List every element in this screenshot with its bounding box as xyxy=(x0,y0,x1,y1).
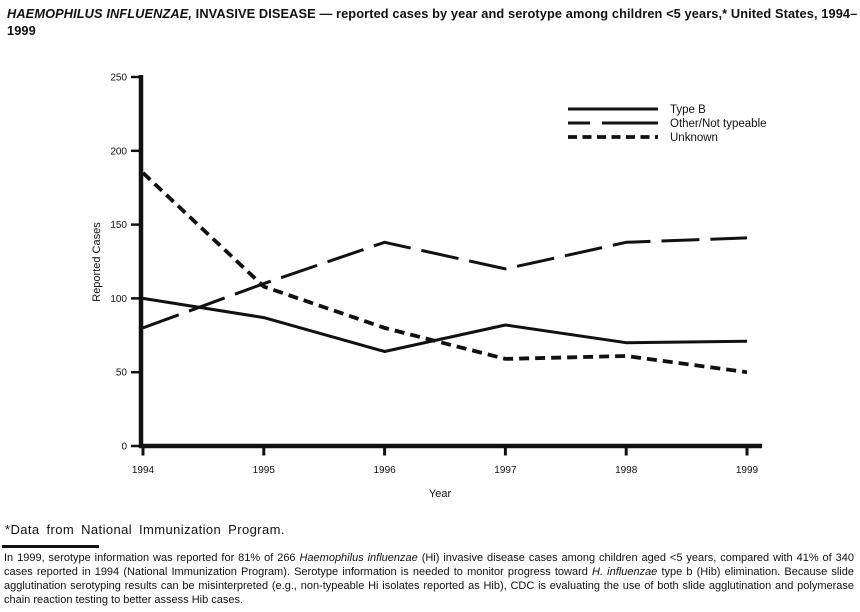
y-tick-label: 0 xyxy=(121,442,127,453)
legend-label: Other/Not typeable xyxy=(670,118,767,130)
y-axis-title: Reported Cases xyxy=(91,222,103,302)
y-tick-label: 200 xyxy=(110,146,127,157)
x-tick-label: 1998 xyxy=(615,465,638,476)
x-tick-label: 1999 xyxy=(736,465,759,476)
x-tick-label: 1995 xyxy=(253,465,276,476)
figure-title: HAEMOPHILUS INFLUENZAE, INVASIVE DISEASE… xyxy=(7,5,858,39)
legend-label: Type B xyxy=(670,104,706,116)
series-line-unknown xyxy=(141,171,748,375)
paragraph-run: type b (Hib) elimination. Because slide … xyxy=(4,566,854,606)
paragraph-italic-run: Haemophilus influenzae xyxy=(299,552,418,564)
series-line-type-b xyxy=(142,296,748,353)
x-tick-label: 1994 xyxy=(132,465,155,476)
paragraph-run: (Hi) invasive disease cases among childr… xyxy=(4,552,854,578)
line-chart: 0 50 100 150 200 250 1994 1995 1996 1997 1998 1999 R… xyxy=(0,60,860,512)
x-axis-title: Year xyxy=(429,488,452,500)
y-tick-label: 250 xyxy=(110,73,127,84)
y-tick-label: 100 xyxy=(110,294,127,305)
title-organism-italic: HAEMOPHILUS INFLUENZAE, xyxy=(7,6,193,21)
title-text: INVASIVE DISEASE — reported cases by yea… xyxy=(7,6,858,38)
y-tick-label: 150 xyxy=(110,220,127,231)
paragraph-italic-run: H. influenzae xyxy=(592,566,658,578)
chart-canvas: 0 50 100 150 200 250 1994 1995 1996 1997 1998 1999 R… xyxy=(91,73,767,501)
legend-label: Unknown xyxy=(670,132,718,144)
source-note: *Data from National Immunization Program… xyxy=(5,522,285,537)
y-tick-label: 50 xyxy=(116,368,128,379)
footnote-paragraph: In 1999, serotype information was report… xyxy=(4,551,854,607)
x-tick-label: 1997 xyxy=(494,465,517,476)
x-tick-label: 1996 xyxy=(373,465,396,476)
series-line-other-not-typeable xyxy=(142,236,748,330)
paragraph-run: In 1999, serotype information was report… xyxy=(4,552,300,564)
footnote-divider xyxy=(2,545,99,548)
